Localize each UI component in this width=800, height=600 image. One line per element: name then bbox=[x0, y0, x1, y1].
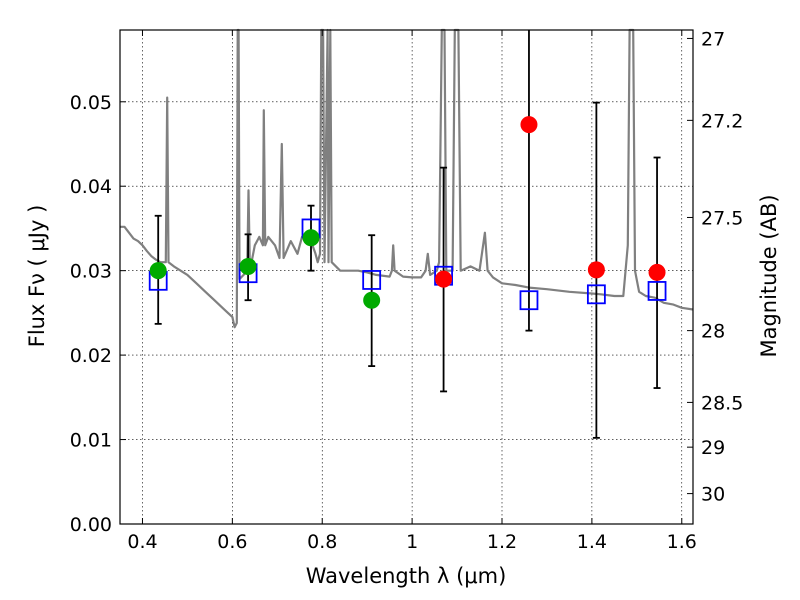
upper-limit-point bbox=[435, 270, 453, 288]
upper-limit-point bbox=[520, 116, 538, 134]
plot-frame bbox=[119, 29, 694, 525]
x-axis-label: Wavelength λ (μm) bbox=[306, 564, 507, 588]
model-photometry-square bbox=[519, 290, 539, 311]
errorbar-layer bbox=[154, 30, 661, 439]
upper-limit-point bbox=[648, 263, 666, 281]
model-photometry-layer bbox=[148, 218, 667, 311]
model-photometry-square bbox=[647, 281, 667, 301]
x-tick-label: 1.2 bbox=[487, 531, 517, 553]
y-tick-label: 0.03 bbox=[70, 261, 112, 283]
observed-photometry-layer bbox=[149, 116, 666, 309]
y-tick-label: 0.05 bbox=[70, 92, 112, 114]
x-tick-label: 0.8 bbox=[307, 531, 337, 553]
model-spectrum-layer bbox=[120, 28, 694, 329]
upper-limit-point bbox=[587, 261, 605, 279]
y-tick-label: 0.04 bbox=[70, 176, 112, 198]
right-tick-label: 27.5 bbox=[701, 207, 743, 229]
y-axis-label: Flux Fν ( μJy ) bbox=[25, 205, 49, 348]
model-photometry-square bbox=[362, 270, 382, 290]
y-tick-label: 0.02 bbox=[70, 345, 112, 367]
right-tick-label: 28.5 bbox=[701, 392, 743, 414]
y-tick-label: 0.01 bbox=[70, 430, 112, 452]
model-photometry-square bbox=[586, 284, 606, 305]
model-spectrum-line bbox=[120, 28, 694, 329]
right-tick-label: 27.2 bbox=[701, 110, 743, 132]
right-tick-label: 27 bbox=[701, 28, 725, 50]
detected-point bbox=[149, 262, 167, 280]
x-tick-label: 1 bbox=[406, 531, 418, 553]
right-tick-label: 30 bbox=[701, 484, 725, 506]
x-tick-label: 1.4 bbox=[577, 531, 607, 553]
right-axis-label: Magnitude (AB) bbox=[757, 194, 781, 357]
tick-layer: 0.4 0.6 0.8 1 1.2 1.4 1.6 0.00 0.01 0.02 0.03 0.04 0… bbox=[70, 28, 744, 553]
right-tick-label: 29 bbox=[701, 437, 725, 459]
x-tick-label: 0.4 bbox=[127, 531, 157, 553]
detected-point bbox=[302, 229, 320, 247]
detected-point bbox=[363, 291, 381, 309]
y-tick-label: 0.00 bbox=[70, 514, 112, 536]
x-tick-label: 0.6 bbox=[217, 531, 247, 553]
detected-point bbox=[239, 257, 257, 275]
x-tick-label: 1.6 bbox=[667, 531, 697, 553]
right-tick-label: 28 bbox=[701, 321, 725, 343]
